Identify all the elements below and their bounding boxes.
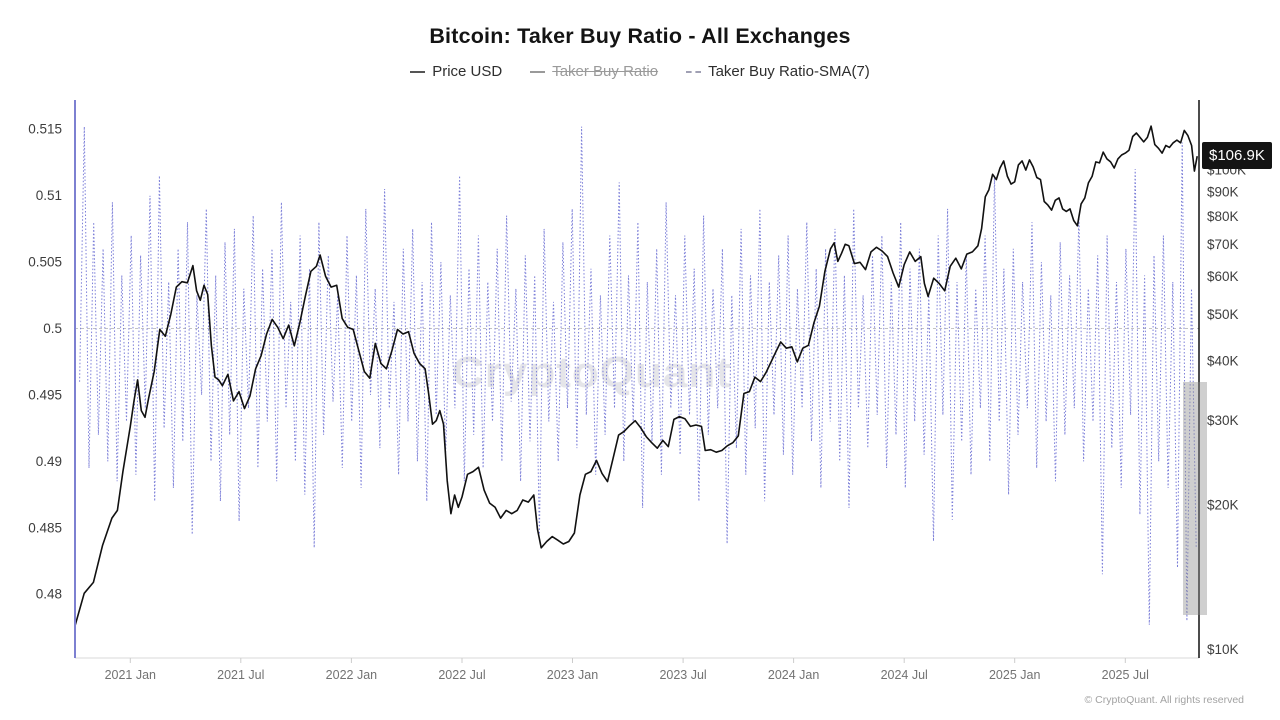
x-tick-label: 2023 Jul <box>659 668 706 682</box>
left-axis-tick-label: 0.515 <box>28 122 62 137</box>
taker-buy-ratio-sma7-line <box>79 126 1197 625</box>
x-tick-label: 2021 Jul <box>217 668 264 682</box>
taker-buy-ratio-line-marker-icon <box>530 70 546 73</box>
hover-highlight-band <box>1183 382 1207 615</box>
left-axis-tick-label: 0.49 <box>36 454 62 469</box>
legend: Price USD Taker Buy Ratio Taker Buy Rati… <box>0 63 1280 80</box>
right-axis-tick-label: $60K <box>1207 269 1239 284</box>
left-axis-tick-label: 0.485 <box>28 520 62 535</box>
x-tick-label: 2021 Jan <box>105 668 156 682</box>
x-tick-label: 2025 Jan <box>989 668 1040 682</box>
price-usd-line-marker-icon <box>410 70 426 73</box>
right-axis-tick-label: $20K <box>1207 498 1239 513</box>
x-tick-label: 2024 Jan <box>768 668 819 682</box>
x-tick-label: 2023 Jan <box>547 668 598 682</box>
left-axis-tick-label: 0.505 <box>28 255 62 270</box>
chart-title: Bitcoin: Taker Buy Ratio - All Exchanges <box>429 24 851 48</box>
price-usd-line <box>74 125 1198 627</box>
current-price-badge: $106.9K <box>1202 142 1272 169</box>
legend-label-taker-buy-ratio: Taker Buy Ratio <box>552 63 659 80</box>
right-axis-tick-label: $90K <box>1207 185 1239 200</box>
left-axis-tick-label: 0.495 <box>28 387 62 402</box>
x-tick-label: 2024 Jul <box>881 668 928 682</box>
right-axis-tick-label: $10K <box>1207 642 1239 657</box>
legend-item-taker-buy-ratio[interactable]: Taker Buy Ratio <box>530 63 658 80</box>
legend-item-taker-buy-ratio-sma7[interactable]: Taker Buy Ratio-SMA(7) <box>686 63 870 80</box>
cryptoquant-watermark: CryptoQuant <box>452 348 732 397</box>
right-axis-tick-label: $70K <box>1207 237 1239 252</box>
legend-label-taker-buy-ratio-sma7: Taker Buy Ratio-SMA(7) <box>708 63 870 80</box>
taker-buy-ratio-sma7-line-marker-icon <box>686 70 702 73</box>
left-axis-tick-label: 0.5 <box>43 321 62 336</box>
left-axis-tick-label: 0.48 <box>36 587 62 602</box>
right-axis-tick-label: $80K <box>1207 209 1239 224</box>
left-axis-tick-label: 0.51 <box>36 188 62 203</box>
copyright-notice: © CryptoQuant. All rights reserved <box>1084 694 1244 706</box>
right-axis-tick-label: $50K <box>1207 307 1239 322</box>
legend-item-price-usd[interactable]: Price USD <box>410 63 502 80</box>
right-axis-tick-label: $30K <box>1207 413 1239 428</box>
x-tick-label: 2022 Jul <box>438 668 485 682</box>
legend-label-price-usd: Price USD <box>432 63 503 80</box>
x-tick-label: 2022 Jan <box>326 668 377 682</box>
right-axis-tick-label: $40K <box>1207 353 1239 368</box>
x-tick-label: 2025 Jul <box>1102 668 1149 682</box>
